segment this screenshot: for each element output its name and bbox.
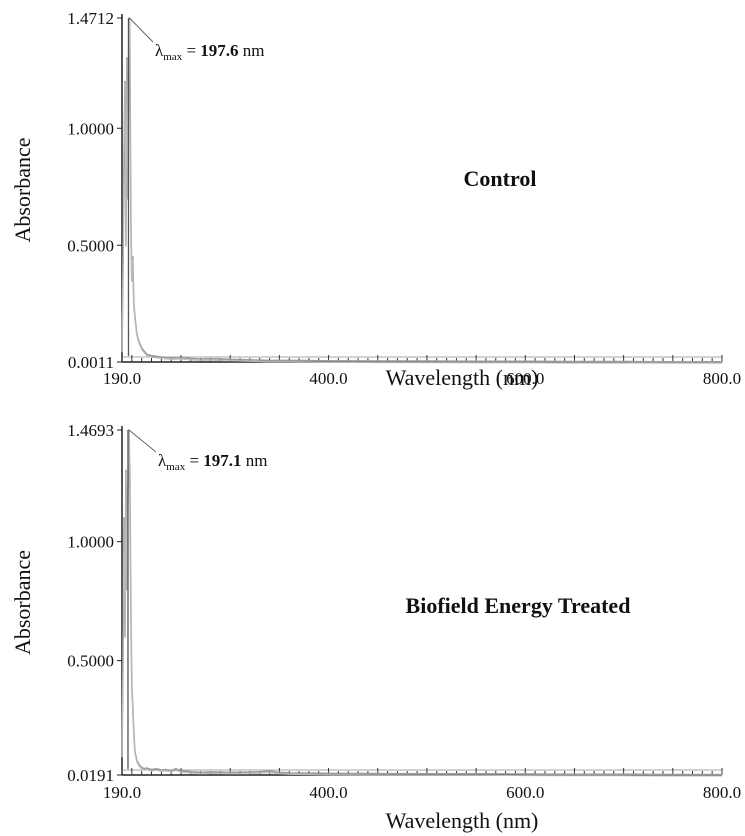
chart-0-spectrum-line xyxy=(121,17,722,363)
chart-1-x-tick-label: 600.0 xyxy=(506,783,544,802)
chart-0-panel-label: Control xyxy=(464,166,537,191)
chart-control-svg: 190.0 400.0 600.0 800.0 0.0011 0.5000 1.0000 1.… xyxy=(10,9,741,390)
chart-0-x-tick-label: 190.0 xyxy=(103,369,141,388)
chart-1-peak-leader-line xyxy=(128,429,157,453)
chart-1-y-tick-label: 1.4693 xyxy=(67,421,114,440)
chart-control: 190.0 400.0 600.0 800.0 0.0011 0.5000 1.0000 1.… xyxy=(0,0,745,400)
chart-1-y-axis-title: Absorbance xyxy=(10,550,35,655)
chart-0-y-tick-label: 0.5000 xyxy=(67,236,114,255)
chart-0-x-tick-label: 800.0 xyxy=(703,369,741,388)
chart-1-lambda-value: 197.1 xyxy=(203,451,241,470)
chart-0-y-tick-label: 1.4712 xyxy=(67,9,114,28)
chart-0-y-axis-title: Absorbance xyxy=(10,137,35,242)
chart-0-spectrum-line-shadow xyxy=(121,19,722,364)
chart-0-lambda-value: 197.6 xyxy=(200,41,238,60)
chart-1-spectrum-line-shadow xyxy=(121,431,722,777)
chart-1-lambda-eq: = xyxy=(185,451,203,470)
chart-1-lambda-unit: nm xyxy=(242,451,268,470)
chart-1-lambda-symbol: λ xyxy=(158,451,167,470)
chart-0-x-tick-label: 600.0 xyxy=(506,369,544,388)
chart-1-y-tick-label: 1.0000 xyxy=(67,533,114,552)
chart-0-lambda-max-annotation: λmax = 197.6 nm xyxy=(155,41,265,63)
chart-0-lambda-symbol: λ xyxy=(155,41,164,60)
chart-1-x-tick-label: 190.0 xyxy=(103,783,141,802)
chart-0-peak-leader-line xyxy=(129,17,154,43)
chart-treated: 190.0 400.0 600.0 800.0 0.0191 0.5000 1.0000 1.… xyxy=(0,418,745,836)
chart-1-x-tick-label: 400.0 xyxy=(309,783,347,802)
chart-1-y-tick-label: 0.0191 xyxy=(67,766,114,785)
chart-0-x-axis-title: Wavelength (nm) xyxy=(386,365,539,390)
chart-0-lambda-eq: = xyxy=(182,41,200,60)
chart-0-y-tick-label: 0.0011 xyxy=(68,353,114,372)
chart-1-lambda-sub: max xyxy=(166,461,185,473)
chart-1-y-tick-label: 0.5000 xyxy=(67,652,114,671)
chart-1-lambda-max-annotation: λmax = 197.1 nm xyxy=(158,451,268,473)
chart-0-y-tick-label: 1.0000 xyxy=(67,119,114,138)
chart-1-x-axis-title: Wavelength (nm) xyxy=(386,808,539,833)
chart-1-panel-label: Biofield Energy Treated xyxy=(406,593,631,618)
chart-1-x-tick-label: 800.0 xyxy=(703,783,741,802)
chart-0-lambda-unit: nm xyxy=(239,41,265,60)
chart-0-lambda-sub: max xyxy=(163,51,182,63)
chart-0-x-tick-label: 400.0 xyxy=(309,369,347,388)
chart-treated-svg: 190.0 400.0 600.0 800.0 0.0191 0.5000 1.0000 1.… xyxy=(10,421,741,833)
